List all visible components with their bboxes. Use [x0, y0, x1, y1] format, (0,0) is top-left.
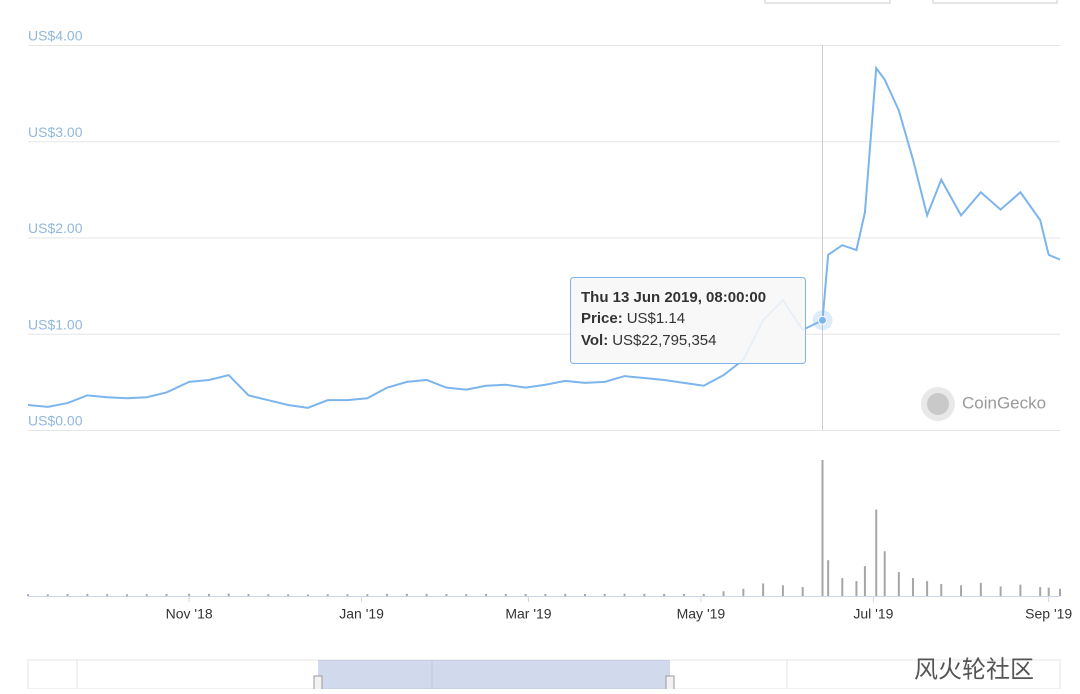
x-tick-label: Jul '19 [853, 606, 893, 622]
hover-point [817, 315, 827, 325]
volume-bar [911, 578, 914, 596]
volume-bar [524, 594, 527, 596]
volume-bar [1059, 588, 1061, 596]
volume-bar [125, 594, 128, 596]
volume-bar [1039, 587, 1042, 596]
volume-bar [682, 593, 685, 596]
volume-bar [702, 593, 705, 596]
volume-bar [583, 593, 586, 596]
volume-bar [425, 593, 428, 596]
volume-bar [742, 588, 745, 596]
volume-bar [821, 460, 824, 596]
navigator-handle[interactable] [313, 675, 323, 691]
volume-bar [504, 593, 507, 596]
volume-bar [722, 591, 725, 596]
tooltip-label: Vol: [581, 332, 608, 349]
navigator-mask[interactable] [318, 660, 670, 689]
volume-bar [564, 593, 567, 596]
range-button[interactable] [932, 0, 1058, 4]
tooltip-value: US$1.14 [627, 310, 685, 327]
volume-bar [663, 593, 666, 596]
footer-text: 风火轮社区 [914, 656, 1034, 683]
volume-bar [940, 584, 943, 596]
volume-bar [106, 594, 109, 596]
volume-bar [445, 594, 448, 596]
y-tick-label: US$1.00 [28, 316, 83, 332]
watermark: CoinGecko [962, 393, 1046, 412]
tooltip-vol: Vol: US$22,795,354 [581, 332, 716, 349]
volume-bar [875, 509, 878, 596]
volume-bar [66, 594, 69, 596]
tooltip-box [570, 277, 806, 364]
volume-bar [287, 594, 290, 596]
navigator-handle[interactable] [665, 675, 675, 691]
volume-bar [405, 593, 408, 596]
volume-bar [623, 593, 626, 596]
volume-bar [386, 593, 389, 596]
x-tick-label: Mar '19 [505, 606, 551, 622]
tooltip-title: Thu 13 Jun 2019, 08:00:00 [581, 289, 766, 306]
volume-bar [27, 594, 29, 596]
x-tick-label: Jan '19 [339, 606, 384, 622]
volume-bar [207, 593, 210, 596]
volume-bar [86, 593, 89, 596]
volume-bar [346, 594, 349, 596]
volume-bar [326, 594, 329, 596]
volume-bar [863, 566, 866, 596]
volume-bar [960, 585, 963, 596]
volume-bar [485, 593, 488, 596]
volume-bar [267, 594, 270, 596]
volume-bar [897, 572, 900, 596]
volume-bar [165, 594, 168, 596]
volume-bar [145, 594, 148, 596]
tooltip-label: Price: [581, 310, 623, 327]
volume-bar [1047, 587, 1050, 596]
volume-bar [841, 578, 844, 596]
y-tick-label: US$3.00 [28, 124, 83, 140]
volume-bar [926, 581, 929, 596]
logo [927, 393, 949, 415]
volume-bar [999, 586, 1002, 596]
volume-bar [227, 593, 230, 596]
volume-bar [603, 593, 606, 596]
tooltip-value: US$22,795,354 [612, 332, 716, 349]
volume-bar [643, 593, 646, 596]
volume-bar [544, 593, 547, 596]
volume-bar [366, 594, 369, 596]
volume-bar [855, 581, 858, 596]
volume-bar [46, 594, 49, 596]
x-tick-label: Nov '18 [166, 606, 213, 622]
x-tick-label: May '19 [677, 606, 726, 622]
y-tick-label: US$2.00 [28, 220, 83, 236]
volume-bar [827, 560, 830, 596]
volume-bar [883, 551, 886, 596]
volume-bar [465, 594, 468, 596]
volume-bar [1019, 584, 1022, 596]
y-tick-label: US$0.00 [28, 413, 83, 429]
volume-bar [188, 593, 191, 596]
volume-bar [979, 582, 982, 596]
volume-bar [247, 593, 250, 596]
price-line [27, 65, 1061, 409]
volume-bar [781, 585, 784, 596]
range-button[interactable] [764, 0, 891, 4]
volume-bar [306, 594, 309, 596]
y-tick-label: US$4.00 [28, 28, 83, 44]
volume-bar [801, 587, 804, 596]
tooltip-price: Price: US$1.14 [581, 310, 685, 327]
volume-bar [762, 583, 765, 596]
x-tick-label: Sep '19 [1025, 606, 1072, 622]
